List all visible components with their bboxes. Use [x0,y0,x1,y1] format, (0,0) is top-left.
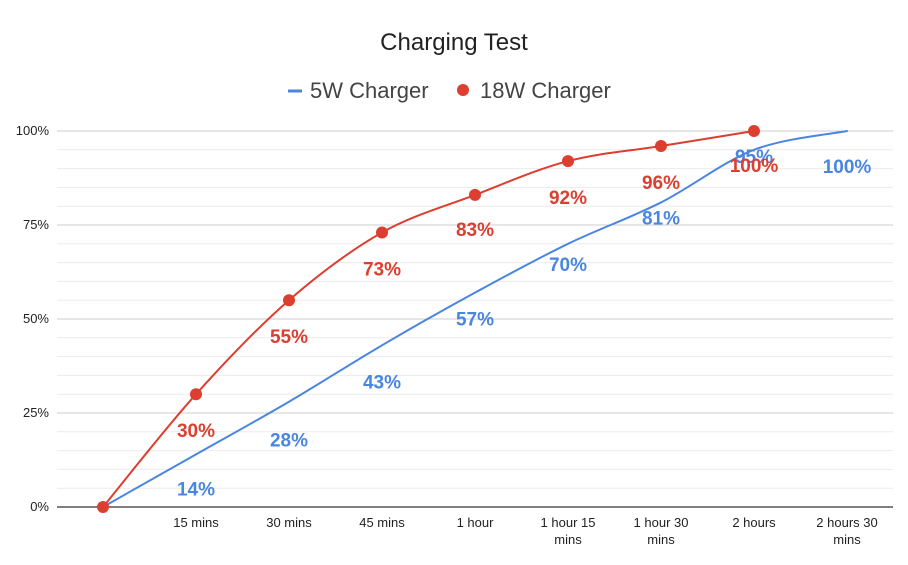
x-tick-label: 45 mins [359,515,405,530]
x-tick-label: 1 hour 15 mins [541,515,596,547]
x-tick-label: 2 hours 30 mins [816,515,877,547]
data-point-18w-charger [562,155,574,168]
y-tick-label: 50% [23,311,49,326]
chart-title: Charging Test [380,29,528,56]
data-label: 43% [363,372,401,393]
data-point-18w-charger [748,125,760,137]
data-label: 28% [270,431,308,452]
data-label: 81% [642,208,680,229]
y-axis: 0% 25% 50% 75% 100% [16,123,50,514]
data-label: 70% [549,255,587,276]
x-tick-label: 15 mins [173,515,219,530]
data-point-18w-charger [655,140,667,153]
data-point-18w-charger [283,294,295,307]
x-axis: 15 mins 30 mins 45 mins 1 hour 1 hour 15 mins… [173,515,877,547]
data-label: 14% [177,479,215,500]
y-tick-label: 0% [30,499,49,514]
series-markers [97,125,760,513]
data-label: 92% [549,188,587,209]
data-label: 55% [270,327,308,348]
data-point-18w-charger [190,388,202,401]
legend-label-18w-charger: 18W Charger [480,78,611,103]
data-labels: 14%28%43%57%70%81%95% 100%30%55%73%83%92%… [177,147,871,501]
data-label: 73% [363,260,401,281]
data-label: 96% [642,173,680,194]
legend-swatch-18w-charger [457,84,469,96]
data-point-18w-charger [469,188,481,201]
data-point-18w-charger [376,226,388,239]
data-label: 57% [456,310,494,331]
y-tick-label: 100% [16,123,50,138]
x-tick-label: 1 hour 30 mins [634,515,689,547]
data-label: 83% [456,220,494,241]
legend: 5W Charger 18W Charger [288,78,611,103]
x-tick-label: 30 mins [266,515,312,530]
legend-label-5w-charger: 5W Charger [310,78,429,103]
data-label: 95% [735,147,773,168]
y-tick-label: 25% [23,405,49,420]
data-label: 30% [177,421,215,442]
x-tick-label: 2 hours [732,515,776,530]
data-label: 100% [823,157,872,178]
series-line-5w-charger [102,130,848,508]
y-tick-label: 75% [23,217,49,232]
x-tick-label: 1 hour [457,515,495,530]
data-label: 100% [730,156,779,177]
data-point-18w-charger [97,501,109,513]
